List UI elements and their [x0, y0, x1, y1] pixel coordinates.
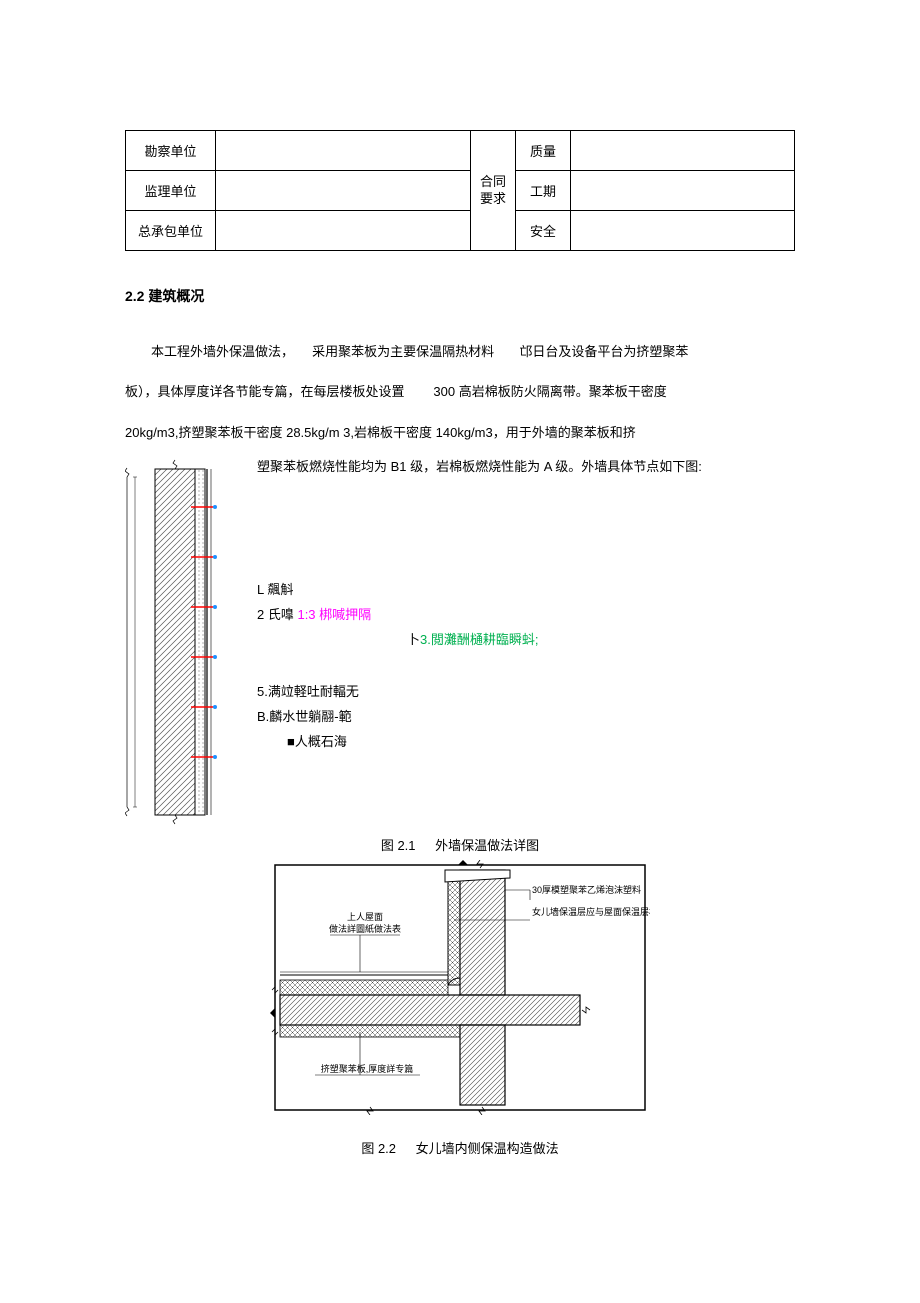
table-row: 勘察单位 合同要求 质量 [126, 131, 795, 171]
figure-1-caption: 图 2.1 外墙保温做法详图 [125, 835, 795, 854]
legend-2: 2 氏嘷 1:3 梆喊押隔 [257, 605, 795, 626]
cell-safety-label: 安全 [516, 211, 571, 251]
figure-1-text: 塑聚苯板燃烧性能均为 B1 级，岩棉板燃烧性能为 A 级。外墙具体节点如下图: … [257, 457, 795, 827]
fig1-cap-title: 外墙保温做法详图 [435, 838, 539, 853]
info-table: 勘察单位 合同要求 质量 监理单位 工期 总承包单位 安全 [125, 130, 795, 251]
fig2-cap-num: 图 2.2 [361, 1141, 396, 1156]
anno-note-1: 30厚模塑聚苯乙烯泡沫塑料 [532, 884, 641, 895]
cell-kancha-value [216, 131, 471, 171]
table-row: 总承包单位 安全 [126, 211, 795, 251]
parapet-diagram: 上人屋面 做法詳圖紙做法表 30厚模塑聚苯乙烯泡沫塑料 女儿墙保温层应与屋面保温… [270, 860, 650, 1115]
figure-2-wrap: 上人屋面 做法詳圖紙做法表 30厚模塑聚苯乙烯泡沫塑料 女儿墙保温层应与屋面保温… [125, 860, 795, 1118]
p2-seg-a: 板），具体厚度详各节能专篇，在每层楼板处设置 [125, 384, 405, 399]
anno-note-2: 女儿墙保温层应与屋面保温层相交 [532, 906, 650, 917]
p1-seg-c: 邙日台及设备平台为挤塑聚苯 [519, 344, 688, 359]
legend-5: 5.满竝軽吐耐輻无 [257, 682, 795, 703]
p2-seg-b: 300 高岩棉板防火隔离带。聚苯板干密度 [433, 384, 666, 399]
legend-2-magenta: 1:3 梆喊押隔 [297, 607, 371, 622]
legend-3: 卜3.閲灘酬樋耕臨瞬蚪; [257, 630, 795, 651]
cell-jianli-value [216, 171, 471, 211]
legend-sq: ■人概石海 [257, 732, 795, 753]
anno-base: 挤塑聚苯板,厚度詳专篇 [321, 1063, 414, 1074]
legend-2-prefix: 2 氏嘷 [257, 607, 297, 622]
section-heading: 2.2 建筑概况 [125, 286, 795, 306]
cell-kancha-label: 勘察单位 [126, 131, 216, 171]
fig2-cap-title: 女儿墙内侧保温构造做法 [416, 1141, 559, 1156]
body-paragraph-1: 本工程外墙外保温做法， 采用聚苯板为主要保温隔热材料 邙日台及设备平台为挤塑聚苯 [125, 334, 795, 370]
p1-seg-a: 本工程外墙外保温做法， [151, 344, 294, 359]
anno-roof-1: 上人屋面 [347, 912, 383, 922]
cell-jianli-label: 监理单位 [126, 171, 216, 211]
figure-2-caption: 图 2.2 女儿墙内侧保温构造做法 [125, 1138, 795, 1157]
figure-1-wrap: 塑聚苯板燃烧性能均为 B1 级，岩棉板燃烧性能为 A 级。外墙具体节点如下图: … [125, 457, 795, 827]
body-paragraph-3: 20kg/m3,挤塑聚苯板干密度 28.5kg/m 3,岩棉板干密度 140kg… [125, 415, 795, 451]
wall-section-diagram [125, 457, 245, 827]
cell-contract-req: 合同要求 [471, 131, 516, 251]
cell-safety-value [571, 211, 795, 251]
body-paragraph-2: 板），具体厚度详各节能专篇，在每层楼板处设置 300 高岩棉板防火隔离带。聚苯板… [125, 374, 795, 410]
cell-quality-value [571, 131, 795, 171]
cell-schedule-value [571, 171, 795, 211]
legend-1: L 飆斛 [257, 580, 795, 601]
table-row: 监理单位 工期 [126, 171, 795, 211]
legend-b: B.麟水世躺翮-範 [257, 707, 795, 728]
cell-schedule-label: 工期 [516, 171, 571, 211]
cell-contractor-value [216, 211, 471, 251]
anno-roof-2: 做法詳圖紙做法表 [329, 923, 401, 934]
cell-contractor-label: 总承包单位 [126, 211, 216, 251]
fig1-desc: 塑聚苯板燃烧性能均为 B1 级，岩棉板燃烧性能为 A 级。外墙具体节点如下图: [257, 457, 795, 478]
legend-3-prefix: 卜 [407, 632, 420, 647]
p1-seg-b: 采用聚苯板为主要保温隔热材料 [312, 344, 494, 359]
legend-3-green: 3.閲灘酬樋耕臨瞬蚪; [420, 632, 538, 647]
cell-quality-label: 质量 [516, 131, 571, 171]
fig1-cap-num: 图 2.1 [381, 838, 416, 853]
